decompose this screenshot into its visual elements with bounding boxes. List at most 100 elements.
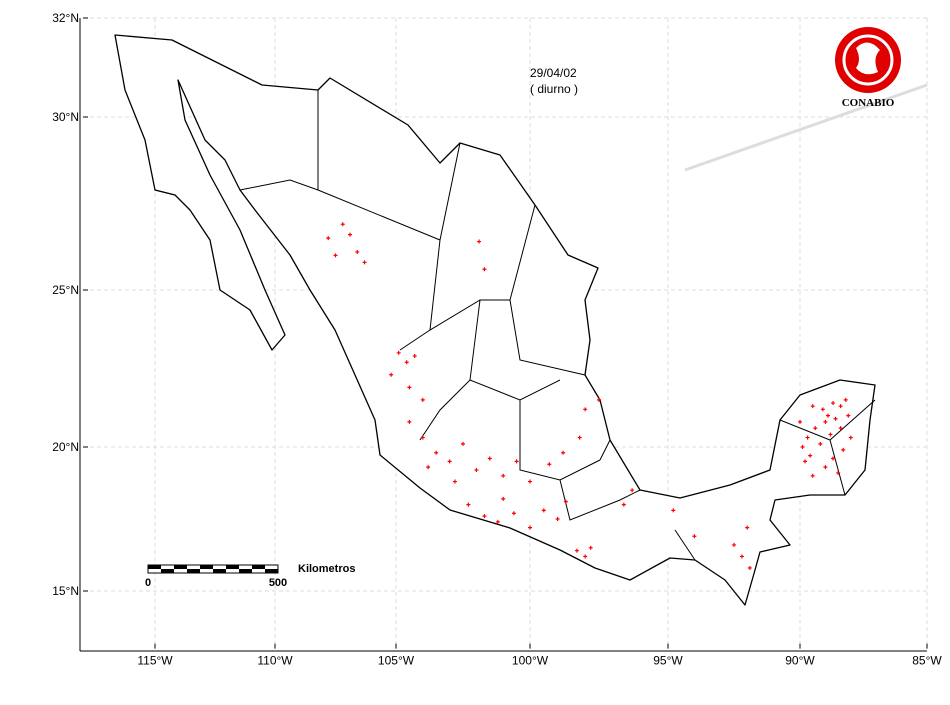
fire-point [846,413,851,418]
fire-point [838,426,843,431]
fire-point [747,565,752,570]
fire-point [739,554,744,559]
fire-point [810,404,815,409]
scale-end: 500 [269,577,287,589]
fire-point [474,468,479,473]
fire-point [511,511,516,516]
fire-point [848,435,853,440]
x-tick-label: 100°W [512,654,549,668]
fire-point [828,432,833,437]
fire-point [528,479,532,484]
logo: CONABIO [835,27,901,109]
fire-point [482,267,487,272]
fire-point [326,236,331,241]
fire-point [833,416,838,421]
fire-point [843,397,848,402]
fire-point [528,525,532,530]
fire-point [745,525,750,530]
fire-point [831,456,836,461]
fire-point [630,488,635,493]
y-tick-label: 25°N [52,283,79,297]
fire-point [420,397,425,402]
fire-point [823,419,828,424]
fire-point [501,473,506,478]
fire-point [732,542,736,547]
fire-point [621,502,626,507]
fire-point [407,385,412,390]
x-tick-label: 90°W [785,654,815,668]
fire-point [836,470,841,475]
fire-point [798,419,802,424]
fire-point [426,465,431,470]
fire-points [326,222,853,570]
fire-point [803,459,808,464]
fire-point [514,459,519,464]
fire-point [563,499,568,504]
fire-point [800,445,805,449]
fire-point [355,249,360,254]
fire-point [333,253,338,258]
fire-point [396,350,401,355]
fire-point [583,554,588,559]
fire-point [447,459,452,464]
y-tick-label: 20°N [52,440,79,454]
fire-point [831,401,836,406]
x-tick-label: 110°W [257,654,293,668]
satellite-track [684,83,928,172]
scale-start: 0 [145,577,151,589]
y-tick-label: 30°N [52,110,79,124]
fire-point [577,435,582,440]
fire-point [466,502,471,507]
x-tick-label: 115°W [137,654,173,668]
fire-point [823,465,828,470]
fire-point [692,534,697,539]
fire-point [452,479,457,484]
fire-point [487,456,492,461]
fire-point [501,496,506,501]
fire-point [810,473,815,478]
fire-point [340,222,345,227]
fire-point [588,545,593,550]
fire-point [348,232,353,237]
fire-point [805,435,810,440]
fire-point [547,462,552,467]
fire-point [838,404,843,409]
x-tick-label: 95°W [653,654,683,668]
fire-point [412,353,417,358]
fire-point [808,453,813,458]
x-tick-label: 105°W [378,654,415,668]
scale-unit: Kilometros [298,563,355,575]
fire-point [389,372,394,377]
scale-bar: 0 500 Kilometros [145,563,356,589]
fire-point [583,407,588,412]
y-tick-label: 32°N [52,11,79,25]
x-tick-label: 85°W [912,654,942,668]
country-outline [114,34,876,606]
fire-point [482,514,487,519]
fire-point [818,441,823,446]
fire-point [841,447,846,452]
fire-point [407,419,412,424]
fire-point [477,239,482,244]
fire-point [671,508,676,513]
fire-point [813,426,818,431]
fire-point [555,517,560,521]
fire-point [561,450,566,455]
fire-point [597,397,601,402]
fire-point [434,450,439,455]
fire-point [420,435,425,440]
fire-point [404,360,409,365]
fire-point [461,441,465,446]
fire-point [574,548,579,553]
y-tick-label: 15°N [52,584,79,598]
fire-point [825,413,830,418]
logo-text: CONABIO [842,97,895,109]
subtitle: ( diurno ) [530,82,578,96]
fire-point [820,407,825,412]
state-borders [154,90,876,561]
fire-point [541,508,546,513]
date-label: 29/04/02 [530,66,577,80]
fire-point [495,519,500,524]
fire-point [362,260,367,265]
